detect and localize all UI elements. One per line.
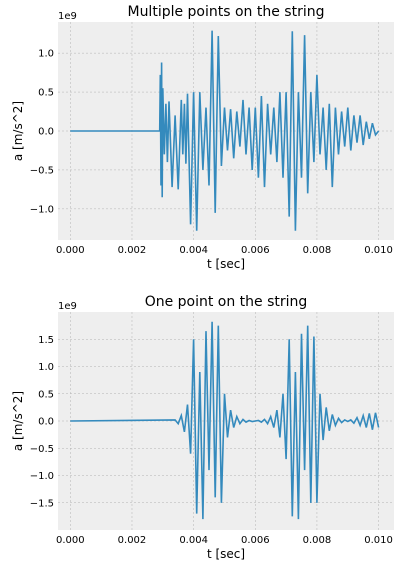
y-tick-label: 1.0 xyxy=(38,49,54,60)
y-tick-label: −0.5 xyxy=(30,444,54,455)
x-axis-label: t [sec] xyxy=(207,257,245,271)
chart-multiple-points: Multiple points on the string 1e9 0.000 0… xyxy=(11,4,394,271)
x-tick-label: 0.000 xyxy=(56,535,85,546)
x-tick-label: 0.010 xyxy=(364,245,393,256)
x-tick-label: 0.006 xyxy=(241,245,270,256)
x-tick-label: 0.010 xyxy=(364,535,393,546)
x-tick-label: 0.002 xyxy=(118,245,147,256)
y-axis-label: a [m/s^2] xyxy=(11,101,25,161)
x-tick-labels: 0.000 0.002 0.004 0.006 0.008 0.010 xyxy=(56,535,393,546)
x-tick-label: 0.008 xyxy=(303,245,332,256)
x-tick-label: 0.008 xyxy=(303,535,332,546)
y-tick-labels: 1.0 0.5 0.0 −0.5 −1.0 xyxy=(30,49,54,216)
x-tick-label: 0.000 xyxy=(56,245,85,256)
y-tick-label: 1.5 xyxy=(38,335,54,346)
y-tick-label: −1.0 xyxy=(30,204,54,215)
y-grid xyxy=(58,339,394,503)
series-line xyxy=(70,321,380,520)
x-tick-label: 0.004 xyxy=(179,245,208,256)
series-line xyxy=(70,30,380,231)
y-tick-label: 0.0 xyxy=(38,127,54,138)
chart-title: Multiple points on the string xyxy=(127,4,324,20)
y-tick-label: 0.5 xyxy=(38,88,54,99)
y-tick-label: 0.5 xyxy=(38,389,54,400)
y-offset-label: 1e9 xyxy=(58,11,77,22)
y-tick-label: 0.0 xyxy=(38,417,54,428)
y-tick-label: 1.0 xyxy=(38,362,54,373)
y-offset-label: 1e9 xyxy=(58,301,77,312)
x-tick-label: 0.006 xyxy=(241,535,270,546)
chart-one-point: One point on the string 1e9 0.000 0.002 0.… xyxy=(11,294,394,561)
x-axis-label: t [sec] xyxy=(207,547,245,561)
x-tick-label: 0.004 xyxy=(179,535,208,546)
y-tick-labels: 1.5 1.0 0.5 0.0 −0.5 −1.0 −1.5 xyxy=(30,335,54,510)
y-tick-label: −1.5 xyxy=(30,498,54,509)
x-tick-labels: 0.000 0.002 0.004 0.006 0.008 0.010 xyxy=(56,245,393,256)
chart-title: One point on the string xyxy=(145,294,308,310)
y-axis-label: a [m/s^2] xyxy=(11,391,25,451)
y-tick-label: −1.0 xyxy=(30,471,54,482)
x-tick-label: 0.002 xyxy=(118,535,147,546)
y-tick-label: −0.5 xyxy=(30,165,54,176)
